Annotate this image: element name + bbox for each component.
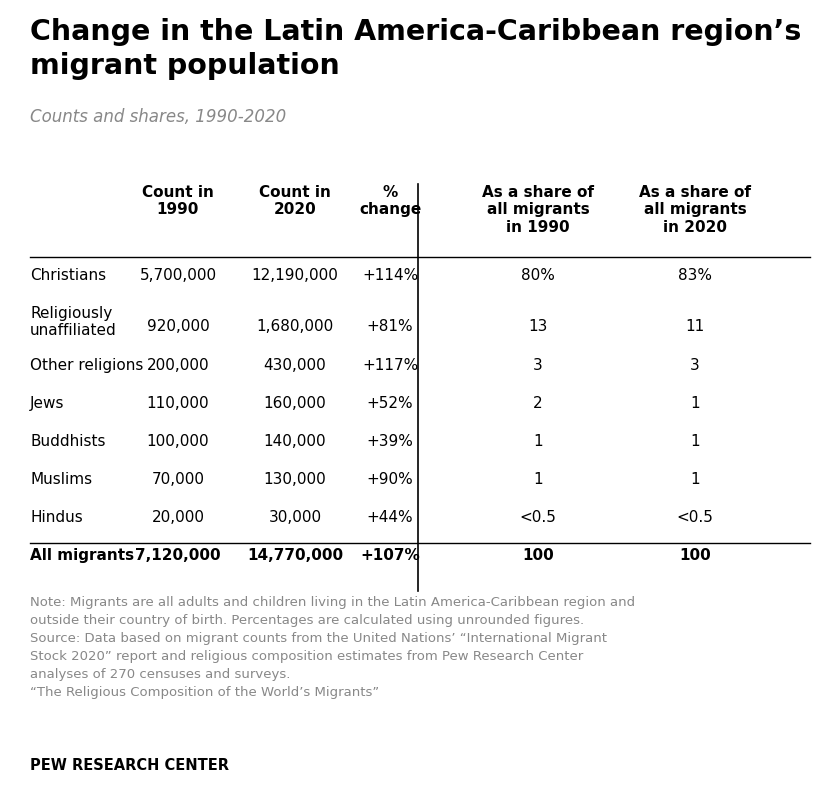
Text: %
change: % change: [359, 185, 421, 217]
Text: Note: Migrants are all adults and children living in the Latin America-Caribbean: Note: Migrants are all adults and childr…: [30, 595, 635, 608]
Text: 1: 1: [690, 433, 700, 448]
Text: 3: 3: [690, 358, 700, 372]
Text: Stock 2020” report and religious composition estimates from Pew Research Center: Stock 2020” report and religious composi…: [30, 649, 583, 663]
Text: 1: 1: [690, 396, 700, 410]
Text: 5,700,000: 5,700,000: [139, 268, 217, 283]
Text: Source: Data based on migrant counts from the United Nations’ “International Mig: Source: Data based on migrant counts fro…: [30, 631, 607, 644]
Text: Hindus: Hindus: [30, 509, 83, 525]
Text: 1: 1: [690, 471, 700, 487]
Text: 13: 13: [528, 319, 548, 333]
Text: Religiously
unaffiliated: Religiously unaffiliated: [30, 306, 117, 338]
Text: 12,190,000: 12,190,000: [251, 268, 339, 283]
Text: Jews: Jews: [30, 396, 65, 410]
Text: Count in
2020: Count in 2020: [259, 185, 331, 217]
Text: 920,000: 920,000: [147, 319, 209, 333]
Text: 11: 11: [685, 319, 705, 333]
Text: 30,000: 30,000: [269, 509, 322, 525]
Text: 80%: 80%: [521, 268, 555, 283]
Text: analyses of 270 censuses and surveys.: analyses of 270 censuses and surveys.: [30, 667, 291, 680]
Text: All migrants: All migrants: [30, 547, 134, 562]
Text: 430,000: 430,000: [264, 358, 327, 372]
Text: “The Religious Composition of the World’s Migrants”: “The Religious Composition of the World’…: [30, 685, 379, 698]
Text: +52%: +52%: [367, 396, 413, 410]
Text: Muslims: Muslims: [30, 471, 92, 487]
Text: +44%: +44%: [367, 509, 413, 525]
Text: +81%: +81%: [367, 319, 413, 333]
Text: 83%: 83%: [678, 268, 712, 283]
Text: Counts and shares, 1990-2020: Counts and shares, 1990-2020: [30, 108, 286, 126]
Text: +107%: +107%: [360, 547, 420, 562]
Text: 1: 1: [533, 471, 543, 487]
Text: 100: 100: [522, 547, 554, 562]
Text: +90%: +90%: [366, 471, 413, 487]
Text: 70,000: 70,000: [151, 471, 204, 487]
Text: Buddhists: Buddhists: [30, 433, 106, 448]
Text: 1: 1: [533, 433, 543, 448]
Text: 20,000: 20,000: [151, 509, 204, 525]
Text: 7,120,000: 7,120,000: [135, 547, 221, 562]
Text: <0.5: <0.5: [676, 509, 713, 525]
Text: Change in the Latin America-Caribbean region’s
migrant population: Change in the Latin America-Caribbean re…: [30, 18, 801, 79]
Text: As a share of
all migrants
in 2020: As a share of all migrants in 2020: [639, 185, 751, 234]
Text: +117%: +117%: [362, 358, 418, 372]
Text: 130,000: 130,000: [264, 471, 327, 487]
Text: 14,770,000: 14,770,000: [247, 547, 343, 562]
Text: 110,000: 110,000: [147, 396, 209, 410]
Text: <0.5: <0.5: [520, 509, 556, 525]
Text: Count in
1990: Count in 1990: [142, 185, 214, 217]
Text: outside their country of birth. Percentages are calculated using unrounded figur: outside their country of birth. Percenta…: [30, 613, 584, 626]
Text: 160,000: 160,000: [264, 396, 327, 410]
Text: +114%: +114%: [362, 268, 418, 283]
Text: 2: 2: [533, 396, 543, 410]
Text: 200,000: 200,000: [147, 358, 209, 372]
Text: As a share of
all migrants
in 1990: As a share of all migrants in 1990: [482, 185, 594, 234]
Text: 140,000: 140,000: [264, 433, 326, 448]
Text: 100,000: 100,000: [147, 433, 209, 448]
Text: Other religions: Other religions: [30, 358, 144, 372]
Text: 1,680,000: 1,680,000: [256, 319, 333, 333]
Text: PEW RESEARCH CENTER: PEW RESEARCH CENTER: [30, 757, 229, 772]
Text: Christians: Christians: [30, 268, 106, 283]
Text: 100: 100: [679, 547, 711, 562]
Text: 3: 3: [533, 358, 543, 372]
Text: +39%: +39%: [366, 433, 413, 448]
